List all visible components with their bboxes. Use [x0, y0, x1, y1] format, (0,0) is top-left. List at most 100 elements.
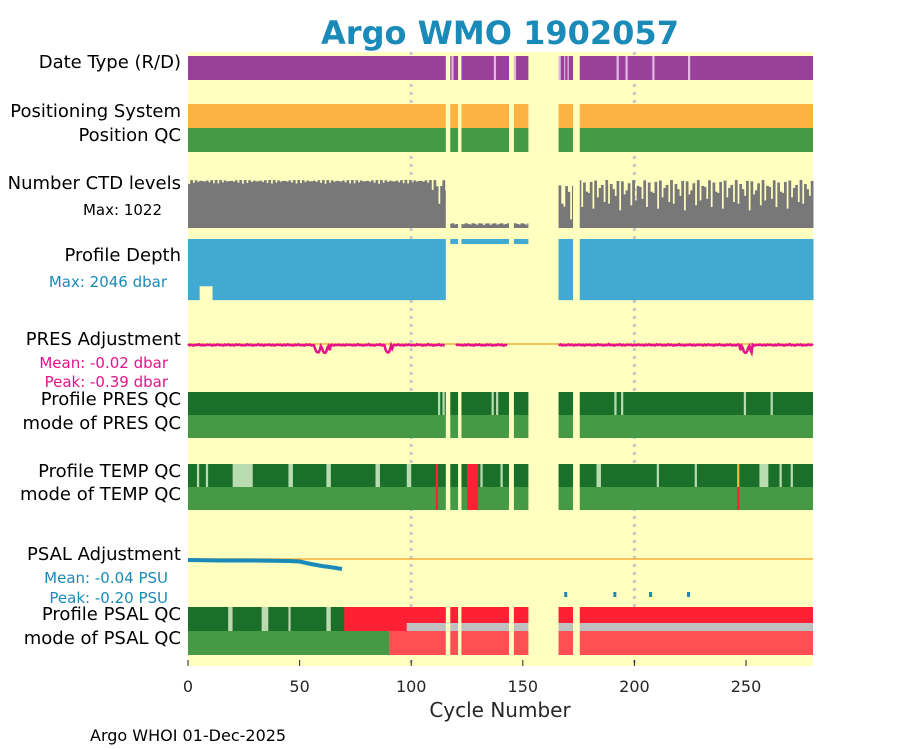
x-tick-label: 200 — [619, 677, 650, 696]
ctd-level-bar — [261, 182, 265, 228]
profile-depth-bar — [743, 239, 747, 301]
profile-depth-bar — [752, 239, 756, 301]
profile-depth-bar — [192, 239, 196, 301]
profile-depth-bar — [717, 239, 720, 301]
profile-pres-qc-light-mark — [621, 392, 624, 415]
ctd-level-bar — [730, 184, 734, 228]
ctd-level-bar — [203, 181, 207, 228]
ctd-level-bar — [221, 182, 225, 228]
ctd-level-bar — [558, 185, 562, 228]
profile-depth-bar — [435, 239, 439, 301]
profile-temp-qc-light-mark — [759, 464, 769, 487]
ctd-level-bar — [453, 224, 457, 228]
ctd-level-bar — [721, 208, 725, 228]
profile-depth-bar — [607, 239, 611, 301]
ctd-level-bar — [357, 182, 361, 228]
ctd-level-bar — [408, 180, 412, 228]
ctd-level-bar — [627, 183, 631, 228]
ctd-level-bar — [281, 180, 285, 228]
profile-depth-bar — [257, 239, 260, 301]
ctd-level-bar — [670, 180, 673, 228]
ctd-level-bar — [569, 219, 573, 228]
date-type-gap-mark — [688, 56, 691, 80]
ctd-level-bar — [404, 180, 408, 228]
ctd-level-bar — [746, 180, 749, 228]
profile-depth-bar — [690, 239, 693, 301]
mode-psal-qc-label: mode of PSAL QC — [24, 628, 181, 649]
ctd-level-bar — [663, 187, 667, 228]
missing-cycle-gap — [508, 52, 514, 666]
ctd-level-bar — [393, 181, 397, 228]
profile-depth-bar — [254, 239, 258, 301]
profile-depth-sub-text: Max: 2046 dbar — [49, 273, 168, 291]
ctd-level-bar — [623, 194, 626, 228]
profile-depth-bar — [560, 239, 564, 301]
profile-psal-qc-segment — [228, 607, 233, 631]
profile-depth-bar — [268, 239, 272, 301]
ctd-level-bar — [373, 182, 376, 228]
psal-adjustment-sub2-text: Peak: -0.20 PSU — [49, 589, 168, 607]
ctd-level-bar — [621, 181, 624, 228]
profile-depth-bar — [462, 239, 466, 245]
profile-temp-qc-light-mark — [480, 464, 483, 487]
ctd-level-bar — [634, 200, 638, 228]
profile-depth-bar — [482, 239, 486, 245]
ctd-level-bar — [246, 183, 249, 228]
profile-depth-bar — [371, 239, 374, 301]
ctd-level-bar — [600, 184, 604, 228]
ctd-level-bar — [518, 224, 522, 228]
x-tick-label: 50 — [289, 677, 309, 696]
ctd-level-bar — [455, 224, 459, 228]
plot-area — [187, 52, 814, 666]
profile-depth-bar — [681, 239, 685, 301]
ctd-level-bar — [688, 194, 691, 228]
ctd-level-bar — [400, 180, 403, 228]
ctd-level-bar — [795, 184, 798, 228]
profile-depth-bar — [393, 239, 397, 301]
ctd-level-bar — [313, 180, 316, 228]
profile-depth-bar — [520, 239, 524, 245]
ctd-level-bar — [603, 202, 606, 228]
ctd-level-bar — [692, 183, 696, 228]
date-type-gap-mark — [652, 56, 655, 80]
profile-depth-bar — [286, 239, 289, 301]
ctd-level-bar — [429, 180, 432, 228]
ctd-level-bar — [413, 180, 417, 228]
row-labels: Date Type (R/D) Positioning System Positio… — [8, 52, 181, 649]
ctd-level-bar — [589, 181, 593, 228]
ctd-level-bar — [598, 187, 602, 228]
profile-depth-bar — [741, 239, 745, 301]
profile-temp-qc-light-mark — [326, 464, 331, 487]
pres-adjustment-sub2-text: Peak: -0.39 dbar — [45, 373, 169, 391]
ctd-level-bar — [402, 183, 406, 228]
profile-depth-bar — [386, 239, 390, 301]
profile-depth-bar — [283, 239, 287, 301]
ctd-level-bar — [252, 180, 256, 228]
profile-depth-bar — [806, 239, 810, 301]
ctd-level-bar — [333, 181, 336, 228]
ctd-level-bar — [190, 180, 193, 228]
profile-temp-qc-light-mark — [406, 464, 412, 487]
ctd-level-bar — [685, 181, 689, 228]
profile-depth-bar — [636, 239, 640, 301]
profile-pres-qc-label: Profile PRES QC — [41, 389, 181, 410]
ctd-level-bar — [661, 197, 664, 228]
profile-depth-bar — [433, 239, 437, 301]
profile-depth-bar — [333, 239, 336, 301]
profile-depth-bar — [721, 239, 725, 301]
profile-depth-bar — [315, 239, 318, 301]
ctd-level-bar — [388, 180, 392, 228]
ctd-level-bar — [286, 181, 289, 228]
x-tick-label: 100 — [396, 677, 427, 696]
footer-credit: Argo WHOI 01-Dec-2025 — [90, 726, 286, 745]
date-type-gap-mark — [493, 56, 497, 80]
ctd-level-bar — [471, 223, 475, 228]
ctd-level-bar — [438, 203, 441, 228]
profile-depth-bar — [438, 239, 441, 301]
profile-depth-bar — [763, 239, 767, 301]
pres-adjustment-label: PRES Adjustment — [26, 329, 181, 350]
profile-depth-bar — [567, 239, 571, 301]
ctd-level-bar — [690, 190, 693, 228]
profile-depth-bar — [408, 239, 412, 301]
